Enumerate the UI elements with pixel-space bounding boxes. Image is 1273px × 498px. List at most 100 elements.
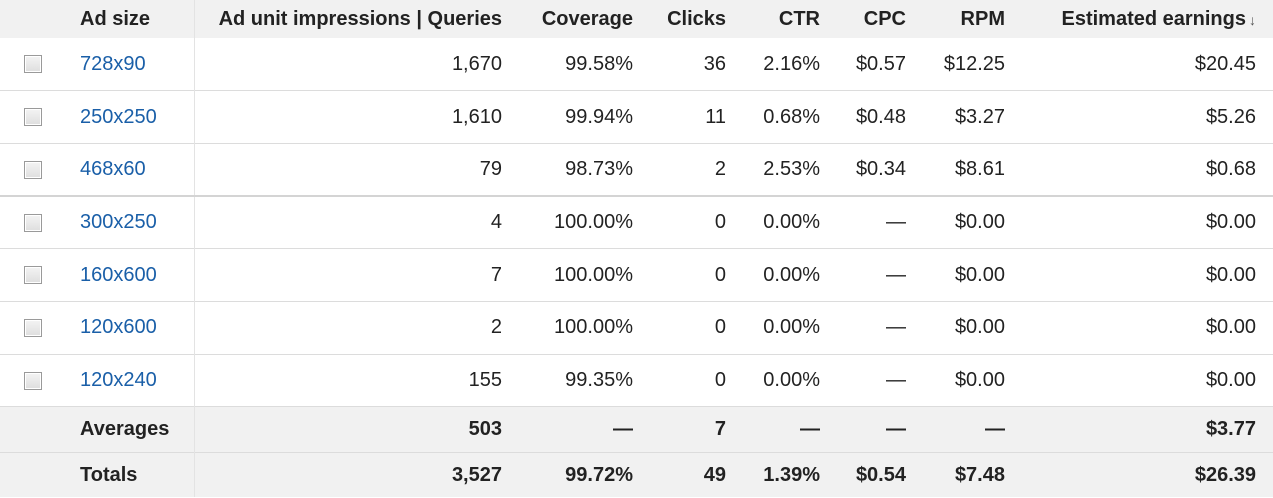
cell-clicks: 36 bbox=[703, 52, 726, 75]
table-body: 728x90 1,670 99.58% 36 2.16% $0.57 $12.25 $20.4… bbox=[0, 38, 1273, 497]
ad-size-cell: 120x240 bbox=[66, 354, 194, 407]
averages-row: Averages 503 — 7 — — — $3.77 bbox=[0, 406, 1273, 453]
totals-label: Totals bbox=[80, 463, 138, 486]
header-rpm[interactable]: RPM bbox=[960, 7, 1005, 30]
cell-clicks: 2 bbox=[714, 157, 726, 180]
row-checkbox[interactable] bbox=[24, 108, 42, 127]
cell-ctr: 2.53% bbox=[763, 157, 820, 180]
cell-coverage: 99.35% bbox=[565, 368, 633, 391]
table-row: 728x90 1,670 99.58% 36 2.16% $0.57 $12.25 $20.4… bbox=[0, 38, 1273, 91]
ad-size-link[interactable]: 468x60 bbox=[80, 157, 146, 180]
totals-impressions: 3,527 bbox=[193, 452, 519, 497]
ad-size-link[interactable]: 120x240 bbox=[80, 368, 157, 391]
header-select bbox=[0, 0, 66, 38]
cell-coverage: 98.73% bbox=[565, 157, 633, 180]
cell-cpc: — bbox=[886, 368, 906, 391]
cell-clicks: 0 bbox=[714, 211, 726, 234]
row-checkbox-cell bbox=[0, 196, 66, 249]
cell-clicks: 0 bbox=[714, 316, 726, 339]
cell-ctr: 0.00% bbox=[763, 368, 820, 391]
header-cpc[interactable]: CPC bbox=[863, 7, 906, 30]
table-row: 468x60 79 98.73% 2 2.53% $0.34 $8.61 $0.68 bbox=[0, 143, 1273, 197]
cell-impressions: 79 bbox=[193, 143, 519, 197]
cell-coverage: 99.94% bbox=[565, 105, 633, 128]
row-checkbox[interactable] bbox=[24, 160, 42, 179]
row-checkbox-cell bbox=[0, 38, 66, 91]
ad-size-cell: 300x250 bbox=[66, 196, 194, 249]
row-checkbox[interactable] bbox=[24, 213, 42, 232]
table-row: 250x250 1,610 99.94% 11 0.68% $0.48 $3.27 $5.26 bbox=[0, 90, 1273, 144]
ad-size-link[interactable]: 160x600 bbox=[80, 263, 157, 286]
averages-label: Averages bbox=[80, 418, 170, 441]
cell-coverage: 99.58% bbox=[565, 52, 633, 75]
cell-impressions: 1,610 bbox=[193, 90, 519, 144]
ad-size-cell: 468x60 bbox=[66, 143, 194, 196]
cell-impressions: 155 bbox=[193, 354, 519, 407]
header-ad-size[interactable]: Ad size bbox=[80, 7, 151, 30]
cell-ctr: 0.68% bbox=[763, 105, 820, 128]
averages-cpc: — bbox=[886, 418, 906, 441]
cell-cpc: $0.34 bbox=[855, 157, 906, 180]
cell-rpm: $0.00 bbox=[954, 263, 1005, 286]
cell-earnings: $0.68 bbox=[1205, 157, 1256, 180]
header-impressions[interactable]: Ad unit impressions | Queries bbox=[193, 0, 519, 38]
row-checkbox-cell bbox=[0, 143, 66, 196]
row-checkbox[interactable] bbox=[24, 266, 42, 285]
cell-ctr: 0.00% bbox=[763, 263, 820, 286]
header-coverage[interactable]: Coverage bbox=[541, 7, 633, 30]
row-checkbox[interactable] bbox=[24, 319, 42, 337]
row-checkbox-cell bbox=[0, 249, 66, 302]
cell-impressions: 1,670 bbox=[193, 38, 519, 91]
cell-clicks: 0 bbox=[714, 263, 726, 286]
row-checkbox-cell bbox=[0, 354, 66, 407]
ad-size-link[interactable]: 120x600 bbox=[80, 316, 157, 339]
row-checkbox[interactable] bbox=[24, 371, 42, 390]
header-estimated-earnings[interactable]: Estimated earnings ↓ bbox=[1022, 0, 1273, 38]
cell-ctr: 0.00% bbox=[763, 211, 820, 234]
row-checkbox[interactable] bbox=[24, 55, 42, 74]
cell-earnings: $20.45 bbox=[1194, 52, 1256, 75]
header-clicks[interactable]: Clicks bbox=[667, 7, 726, 30]
cell-rpm: $0.00 bbox=[954, 211, 1005, 234]
totals-row: Totals 3,527 99.72% 49 1.39% $0.54 $7.48 $26.39 bbox=[0, 452, 1273, 497]
averages-rpm: — bbox=[985, 418, 1005, 441]
ad-size-link[interactable]: 250x250 bbox=[80, 105, 157, 128]
totals-coverage: 99.72% bbox=[565, 463, 633, 486]
row-checkbox-cell bbox=[0, 91, 66, 144]
header-earnings-label: Estimated earnings bbox=[1061, 7, 1246, 30]
cell-earnings: $0.00 bbox=[1205, 316, 1256, 339]
averages-coverage: — bbox=[613, 418, 633, 441]
header-ctr[interactable]: CTR bbox=[778, 7, 820, 30]
ad-size-cell: 160x600 bbox=[66, 249, 194, 302]
cell-earnings: $0.00 bbox=[1205, 211, 1256, 234]
cell-earnings: $0.00 bbox=[1205, 368, 1256, 391]
averages-ctr: — bbox=[800, 418, 820, 441]
cell-rpm: $8.61 bbox=[954, 157, 1005, 180]
table-row: 120x240 155 99.35% 0 0.00% — $0.00 $0.00 bbox=[0, 354, 1273, 407]
summary-spacer bbox=[0, 453, 66, 497]
table-row: 160x600 7 100.00% 0 0.00% — $0.00 $0.00 bbox=[0, 248, 1273, 302]
cell-rpm: $0.00 bbox=[954, 316, 1005, 339]
cell-coverage: 100.00% bbox=[554, 316, 633, 339]
cell-coverage: 100.00% bbox=[554, 211, 633, 234]
ad-size-link[interactable]: 300x250 bbox=[80, 211, 157, 234]
cell-rpm: $0.00 bbox=[954, 368, 1005, 391]
row-checkbox-cell bbox=[0, 301, 66, 354]
table-row: 300x250 4 100.00% 0 0.00% — $0.00 $0.00 bbox=[0, 196, 1273, 249]
ad-size-link[interactable]: 728x90 bbox=[80, 52, 146, 75]
totals-rpm: $7.48 bbox=[954, 463, 1005, 486]
cell-impressions: 7 bbox=[193, 248, 519, 302]
sort-descending-icon: ↓ bbox=[1249, 11, 1256, 28]
cell-clicks: 11 bbox=[705, 105, 726, 128]
cell-rpm: $3.27 bbox=[954, 105, 1005, 128]
cell-ctr: 0.00% bbox=[763, 316, 820, 339]
cell-ctr: 2.16% bbox=[763, 52, 820, 75]
cell-impressions: 4 bbox=[193, 196, 519, 249]
totals-clicks: 49 bbox=[703, 463, 726, 486]
summary-spacer bbox=[0, 407, 66, 453]
cell-earnings: $0.00 bbox=[1205, 263, 1256, 286]
cell-cpc: $0.57 bbox=[855, 52, 906, 75]
cell-impressions: 2 bbox=[193, 301, 519, 355]
totals-ctr: 1.39% bbox=[763, 463, 820, 486]
cell-cpc: — bbox=[886, 263, 906, 286]
